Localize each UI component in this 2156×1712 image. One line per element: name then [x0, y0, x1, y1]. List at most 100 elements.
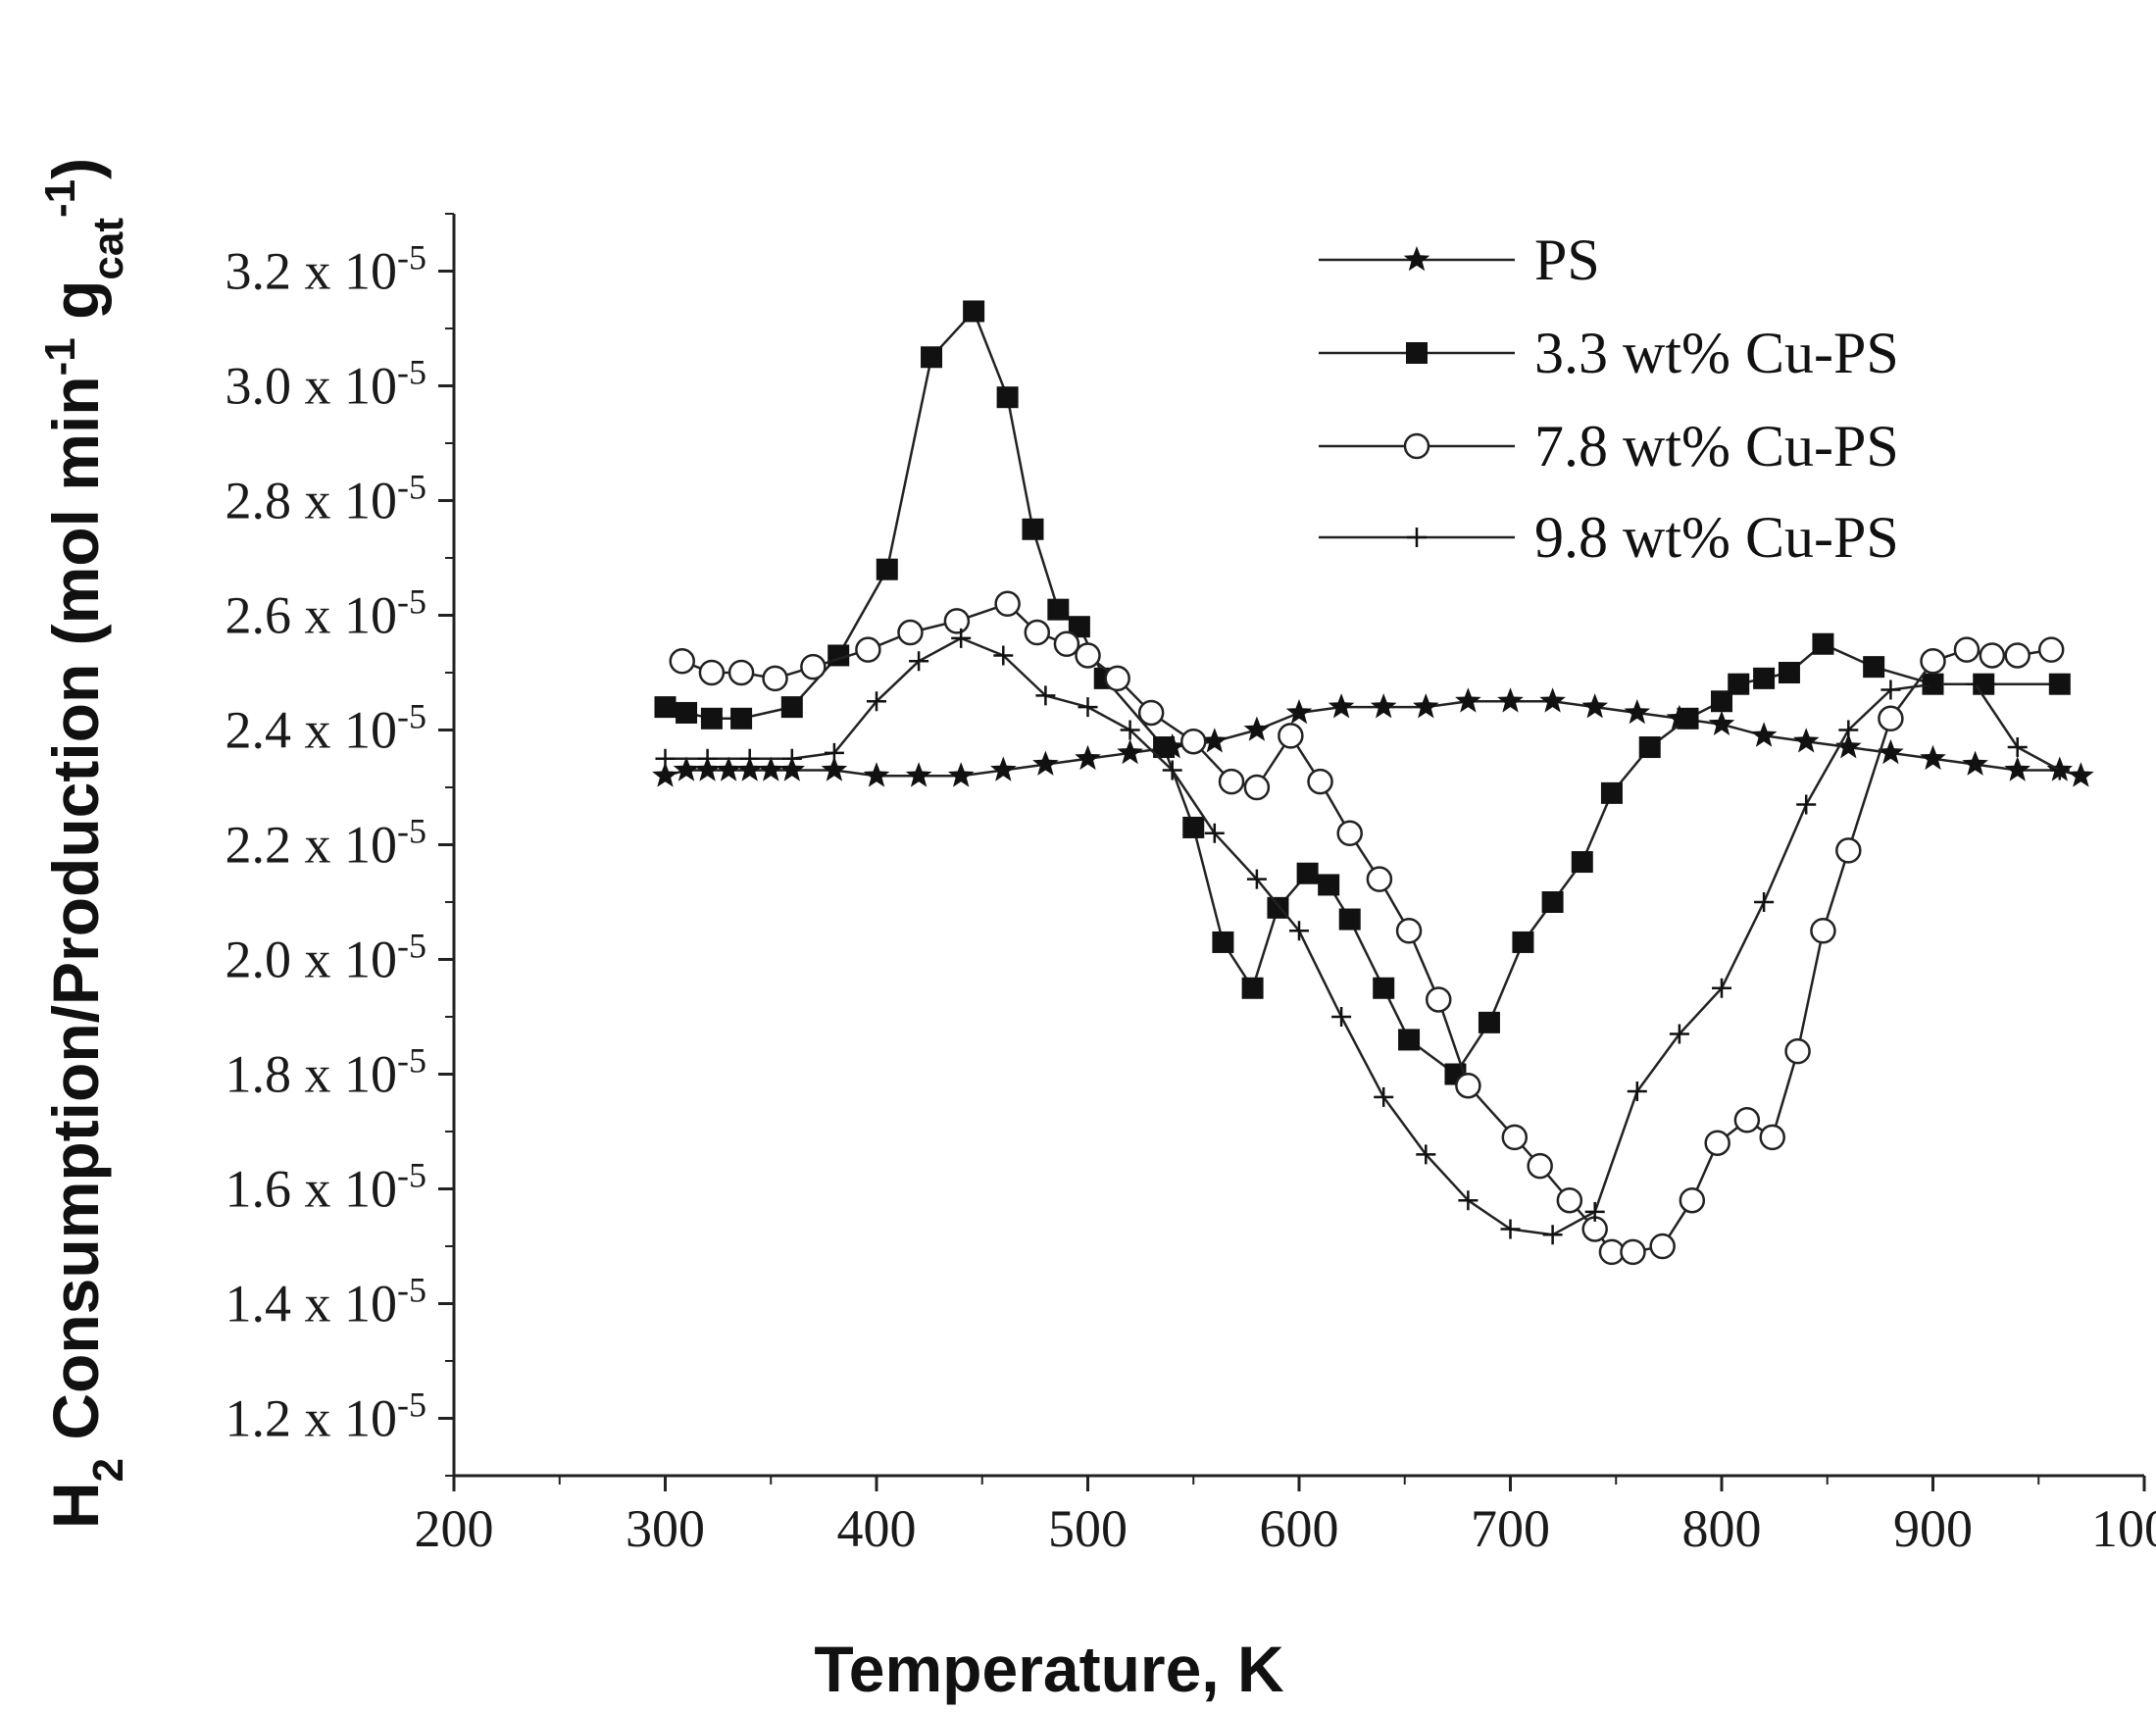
- x-tick-label: 600: [1260, 1499, 1339, 1558]
- data-point: [1241, 977, 1264, 999]
- y-tick-label: 2.6 x 10-5: [226, 582, 427, 645]
- series-3: [669, 590, 2065, 1266]
- data-point: [1403, 246, 1430, 272]
- data-point: [1878, 705, 1904, 732]
- data-point: [2049, 760, 2070, 780]
- data-point: [1953, 636, 1981, 663]
- data-point: [700, 707, 723, 730]
- data-point: [1068, 616, 1090, 638]
- legend-label: 9.8 wt% Cu-PS: [1534, 505, 1899, 570]
- data-point: [1212, 931, 1234, 953]
- data-point: [1370, 693, 1397, 719]
- x-axis-ticks: 200 300 400 500 600 700 800 900 1000: [415, 1476, 2156, 1558]
- series-line: [681, 602, 2052, 1254]
- data-point: [963, 300, 985, 323]
- data-point: [762, 665, 788, 692]
- data-point: [1754, 892, 1775, 912]
- legend-label: 7.8 wt% Cu-PS: [1534, 414, 1899, 478]
- data-point: [1075, 642, 1101, 669]
- data-point: [1965, 674, 1985, 694]
- data-point: [1923, 674, 1943, 694]
- data-point: [1407, 528, 1427, 547]
- data-point: [1880, 680, 1901, 700]
- data-point: [654, 696, 677, 719]
- data-point: [1328, 693, 1355, 719]
- data-point: [1201, 728, 1228, 753]
- data-point: [1455, 687, 1481, 713]
- data-point: [1024, 619, 1051, 646]
- x-tick-label: 400: [837, 1499, 917, 1558]
- data-point: [1792, 728, 1820, 753]
- data-point: [1338, 908, 1361, 931]
- data-point: [863, 762, 890, 787]
- data-point: [1497, 687, 1524, 713]
- data-point: [2068, 762, 2094, 787]
- data-point: [1366, 866, 1393, 892]
- data-point: [921, 346, 943, 369]
- data-point: [1053, 630, 1080, 657]
- data-point: [694, 756, 721, 781]
- data-point: [697, 748, 718, 769]
- data-point: [1331, 1007, 1352, 1027]
- legend-label: PS: [1534, 227, 1600, 292]
- data-point: [1307, 768, 1333, 795]
- y-tick-label: 1.8 x 10-5: [226, 1041, 427, 1104]
- data-point: [730, 707, 753, 730]
- data-point: [1289, 921, 1309, 941]
- x-tick-label: 800: [1682, 1499, 1762, 1558]
- data-point: [1512, 931, 1534, 953]
- series-line: [665, 636, 2061, 1236]
- data-point: [1704, 1130, 1730, 1156]
- data-point: [1638, 736, 1661, 759]
- data-point: [781, 748, 802, 769]
- data-point: [2048, 673, 2071, 695]
- data-point: [1835, 837, 1862, 864]
- data-point: [1835, 733, 1862, 759]
- data-point: [2004, 756, 2031, 781]
- x-tick-label: 300: [626, 1499, 705, 1558]
- data-point: [1753, 667, 1776, 689]
- data-point: [1455, 1072, 1481, 1099]
- data-point: [1810, 918, 1836, 944]
- y-tick-label: 2.8 x 10-5: [226, 468, 427, 530]
- data-point: [876, 558, 898, 580]
- data-point: [1406, 342, 1428, 364]
- data-point: [676, 701, 698, 724]
- data-point: [1425, 986, 1452, 1013]
- data-point: [1750, 722, 1778, 747]
- data-point: [1759, 1124, 1785, 1151]
- axes: [452, 214, 2144, 1478]
- data-point: [1416, 1144, 1436, 1165]
- data-point: [1627, 1082, 1647, 1102]
- data-point: [1395, 918, 1423, 944]
- legend-item: PS: [1319, 227, 1600, 292]
- data-point: [1120, 720, 1140, 740]
- legend-item: 3.3 wt% Cu-PS: [1319, 321, 1899, 385]
- data-point: [951, 628, 972, 648]
- data-point: [1539, 687, 1566, 713]
- data-point: [943, 608, 971, 634]
- y-axis-title: H2 Consumption/Production (mol min-1 gca…: [36, 158, 132, 1529]
- data-point: [867, 691, 886, 712]
- data-point: [1838, 720, 1859, 740]
- data-point: [1204, 823, 1225, 843]
- legend-item: 7.8 wt% Cu-PS: [1319, 414, 1899, 478]
- data-point: [1022, 518, 1044, 540]
- series-4: [655, 628, 2070, 1245]
- data-point: [855, 636, 881, 663]
- data-point: [1584, 1201, 1605, 1222]
- data-point: [2007, 737, 2028, 758]
- y-tick-label: 2.0 x 10-5: [226, 927, 427, 989]
- data-point: [1812, 632, 1834, 655]
- series-2: [654, 300, 2071, 1085]
- data-point: [800, 653, 827, 680]
- data-point: [715, 756, 742, 781]
- x-tick-label: 200: [415, 1499, 494, 1558]
- data-point: [1153, 736, 1176, 759]
- data-point: [994, 590, 1021, 618]
- data-point: [736, 756, 763, 781]
- data-point: [1677, 707, 1699, 730]
- data-point: [669, 648, 695, 675]
- y-tick-label: 2.2 x 10-5: [226, 812, 427, 875]
